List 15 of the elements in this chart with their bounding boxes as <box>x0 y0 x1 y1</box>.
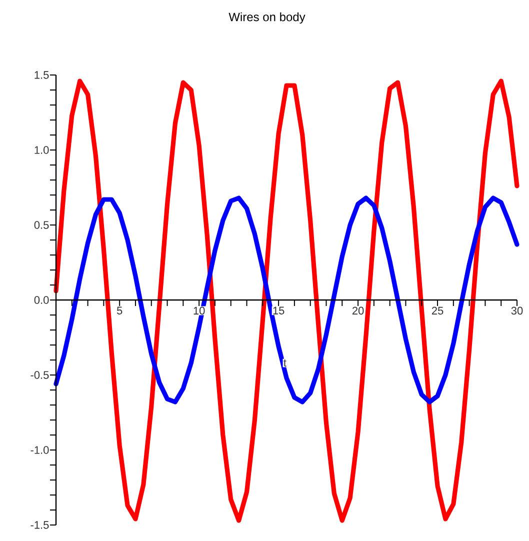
x-axis-title: t <box>284 359 286 367</box>
x-tick-label: 15 <box>273 306 284 314</box>
x-tick-label: 30 <box>511 306 523 315</box>
x-tick-label: 25 <box>432 306 444 315</box>
y-tick-label: 0.0 <box>34 296 49 304</box>
y-tick-label: 1.0 <box>34 146 49 154</box>
x-tick-label: 20 <box>352 306 364 315</box>
x-tick-label: 10 <box>194 306 205 315</box>
y-tick-label: 1.5 <box>34 71 49 79</box>
y-tick-label: 0.5 <box>34 221 49 229</box>
chart-title: Wires on body <box>228 12 306 24</box>
y-tick-label: -0.5 <box>30 371 49 379</box>
x-tick-label: 5 <box>116 306 122 314</box>
y-tick-label: -1.0 <box>30 446 49 454</box>
y-tick-label: -1.5 <box>30 521 49 529</box>
